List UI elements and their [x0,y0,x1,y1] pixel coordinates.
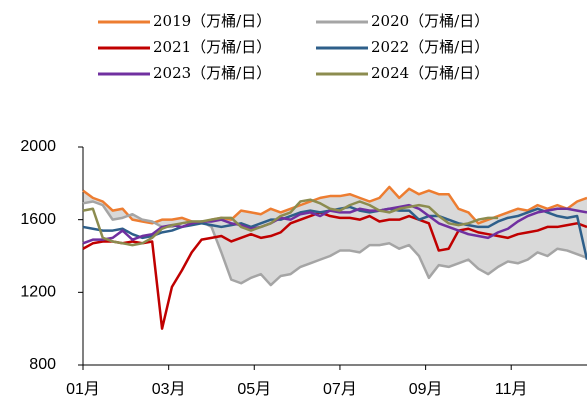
legend-label: 2020（万桶/日） [371,12,489,30]
y-tick-label: 1600 [20,211,56,228]
x-tick-label: 03月 [152,381,186,398]
series-line [82,185,587,225]
x-tick-label: 05月 [237,381,271,398]
x-tick-label: 09月 [409,381,443,398]
y-tick-label: 1200 [20,284,56,301]
y-tick-label: 800 [29,356,56,373]
x-tick-label: 01月 [66,381,100,398]
x-tick-label: 07月 [323,381,357,398]
range-band [83,186,587,286]
legend-label: 2022（万桶/日） [371,38,489,56]
x-tick-label: 11月 [495,381,528,398]
series-line [82,211,587,330]
legend-label: 2021（万桶/日） [153,38,271,56]
legend-label: 2023（万桶/日） [153,64,271,82]
y-tick-label: 2000 [20,138,56,155]
series-line [82,198,499,247]
legend-label: 2024（万桶/日） [371,64,489,82]
legend-label: 2019（万桶/日） [153,12,271,30]
